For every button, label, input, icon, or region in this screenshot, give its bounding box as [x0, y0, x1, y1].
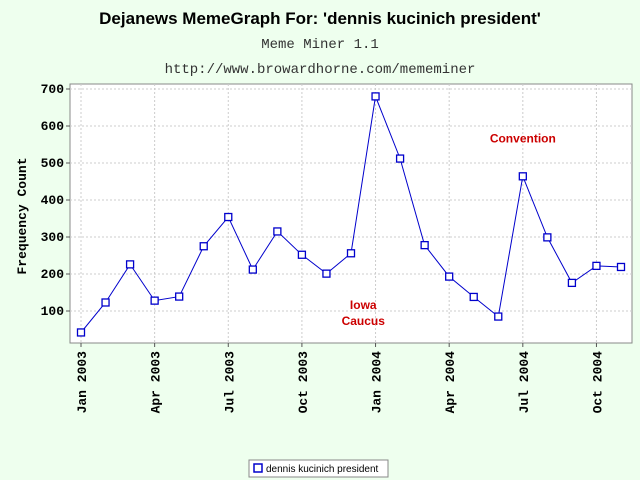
data-point [445, 272, 454, 281]
x-tick-label: Jan 2003 [75, 351, 90, 414]
data-point [469, 292, 478, 302]
annotation: Iowa Caucus [342, 298, 386, 328]
y-tick-label: 500 [41, 156, 65, 171]
legend-label: dennis kucinich president [266, 464, 379, 475]
x-tick-label: Jul 2003 [222, 351, 237, 414]
data-point [395, 154, 405, 163]
y-axis: 100 200 300 400 500 600 700 [41, 82, 70, 319]
data-point [346, 249, 356, 258]
data-point [543, 233, 552, 242]
y-axis-label: Frequency Count [15, 157, 30, 274]
y-tick-label: 600 [41, 119, 65, 134]
legend: dennis kucinich president [248, 459, 389, 478]
y-tick-label: 100 [41, 304, 65, 319]
data-point [420, 240, 429, 250]
data-point [199, 242, 208, 251]
y-tick-label: 400 [41, 193, 65, 208]
x-tick-label: Oct 2003 [296, 351, 311, 414]
grid-lines [70, 84, 632, 343]
data-point [297, 250, 307, 259]
x-tick-label: Apr 2003 [149, 351, 164, 414]
data-point [592, 261, 601, 271]
data-point [371, 92, 380, 101]
data-point [273, 227, 282, 236]
data-point [224, 212, 233, 222]
data-point [616, 262, 626, 272]
data-point [567, 278, 577, 288]
data-point [125, 260, 135, 269]
data-point [248, 265, 257, 274]
data-point [518, 172, 527, 181]
chart-subtitle-app: Meme Miner 1.1 [261, 37, 379, 53]
annotation: Convention [490, 132, 556, 146]
data-point [101, 298, 110, 307]
x-tick-label: Oct 2004 [590, 351, 605, 414]
series-markers [76, 92, 626, 337]
data-point [322, 269, 331, 278]
plot-area [69, 83, 633, 344]
chart-subtitle-url: http://www.browardhorne.com/mememiner [165, 62, 476, 78]
legend-marker [253, 463, 263, 473]
y-tick-label: 200 [41, 267, 65, 282]
x-tick-label: Jan 2004 [370, 351, 385, 414]
x-tick-label: Jul 2004 [517, 351, 532, 414]
legend-box [248, 459, 389, 478]
data-point [76, 328, 86, 337]
x-tick-label: Apr 2004 [443, 351, 458, 414]
chart-title: Dejanews MemeGraph For: 'dennis kucinich… [99, 9, 541, 28]
data-point [175, 292, 184, 301]
y-tick-label: 700 [41, 82, 65, 97]
annotations: Iowa Caucus Convention [342, 132, 556, 329]
y-tick-label: 300 [41, 230, 65, 245]
data-point [150, 296, 159, 305]
x-axis: Jan 2003 Apr 2003 Jul 2003 Oct 2003 Jan 2004… [75, 343, 605, 413]
data-point [494, 312, 503, 321]
